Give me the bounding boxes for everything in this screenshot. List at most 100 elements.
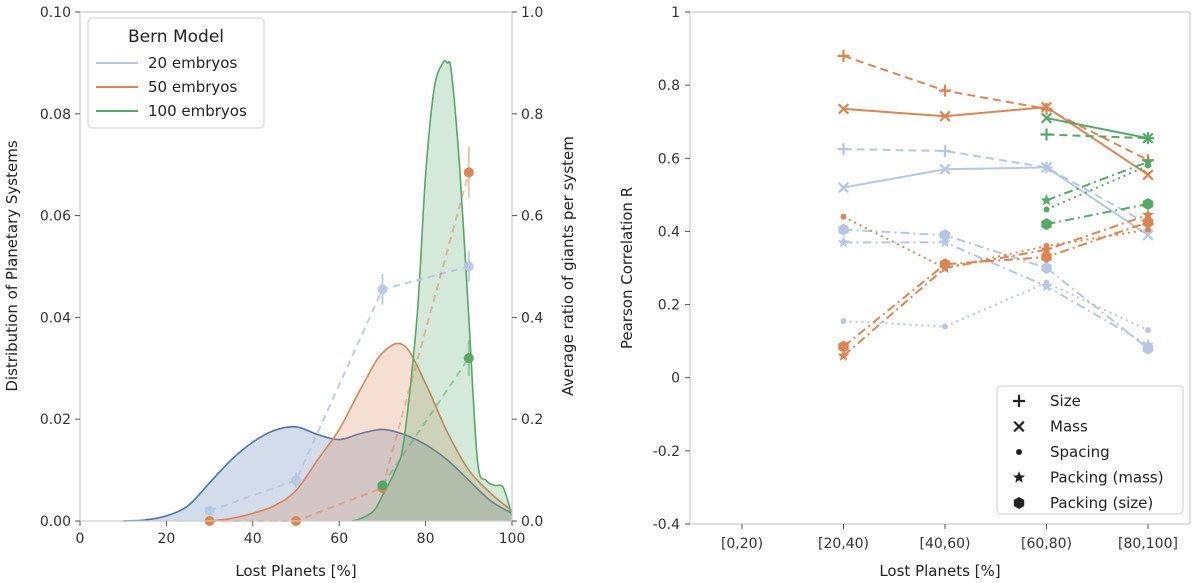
marker-hexagon bbox=[1013, 497, 1025, 509]
ratio-point bbox=[291, 475, 301, 486]
right-x-tick-label: [0,20) bbox=[721, 536, 763, 552]
left-y-ticks-right: 0.0 0.2 0.4 0.6 0.8 1.0 bbox=[512, 5, 543, 530]
ratio-point bbox=[204, 505, 215, 516]
marker-hexagon bbox=[1142, 216, 1154, 229]
legend-title: Bern Model bbox=[128, 27, 224, 47]
marker-plus bbox=[837, 143, 850, 156]
marker-x bbox=[1040, 101, 1053, 113]
marker-x bbox=[939, 110, 951, 122]
marker-hexagon bbox=[1142, 342, 1154, 355]
left-x-ticks: 0 20 40 60 80 100 bbox=[76, 521, 526, 547]
legend-label-spacing: Spacing bbox=[1050, 443, 1110, 461]
kde-line-20 bbox=[123, 425, 513, 522]
marker-x bbox=[1013, 420, 1025, 433]
kde-areas bbox=[123, 59, 513, 522]
right-legend-items: Size Mass Spacing Packing (mass) Packing (si… bbox=[1013, 392, 1164, 512]
series-line bbox=[1046, 161, 1149, 202]
left-y-tick-label: 0.02 bbox=[40, 412, 71, 428]
marker-x bbox=[939, 163, 951, 175]
ratio-lines bbox=[204, 146, 474, 526]
left-y-right-tick-label: 1.0 bbox=[521, 5, 543, 21]
marker-plus bbox=[939, 144, 951, 157]
left-x-tick-label: 100 bbox=[499, 531, 526, 547]
series-line bbox=[843, 281, 1149, 332]
marker-hexagon bbox=[1142, 198, 1154, 210]
marker-hexagon bbox=[1041, 262, 1052, 274]
right-x-tick-label: [40,60) bbox=[919, 536, 970, 552]
left-x-tick-label: 80 bbox=[417, 531, 435, 547]
left-y-ticks: 0.00 0.02 0.04 0.06 0.08 0.10 bbox=[40, 5, 80, 530]
right-y-tick-label: 0.6 bbox=[658, 151, 680, 167]
ratio-point bbox=[377, 284, 388, 295]
kde-area-100 bbox=[352, 60, 512, 522]
ratio-line-100 bbox=[381, 357, 470, 486]
marker-x bbox=[1040, 161, 1053, 174]
left-plot-frame bbox=[79, 11, 513, 522]
right-x-tick-label: [80,100] bbox=[1118, 536, 1178, 552]
right-chart: [0,20) [20,40) [40,60) [60,80) [80,100] -0.4… bbox=[618, 5, 1191, 580]
left-y-tick-label: 0.08 bbox=[40, 107, 71, 123]
correlation-series bbox=[837, 49, 1154, 361]
right-x-axis-label: Lost Planets [%] bbox=[879, 562, 1000, 580]
legend-label-20: 20 embryos bbox=[148, 54, 237, 72]
marker-plus bbox=[939, 84, 951, 97]
left-y-tick-label: 0.10 bbox=[40, 5, 71, 21]
right-y-tick-label: -0.2 bbox=[653, 444, 680, 460]
marker-x bbox=[1142, 169, 1154, 181]
left-y-axis-label: Distribution of Planetary Systems bbox=[3, 140, 21, 391]
marker-dot bbox=[1016, 449, 1022, 455]
marker-hexagon bbox=[1041, 218, 1052, 231]
marker-star bbox=[837, 349, 850, 361]
ratio-point bbox=[463, 353, 474, 364]
series-line bbox=[843, 228, 1149, 350]
right-y-tick-label: 0.2 bbox=[658, 298, 680, 314]
ratio-point bbox=[377, 480, 388, 491]
ratio-line-20 bbox=[209, 265, 470, 512]
series-line bbox=[843, 54, 1149, 162]
left-x-tick-label: 60 bbox=[330, 531, 348, 547]
marker-star bbox=[939, 236, 951, 248]
kde-area-20 bbox=[123, 426, 512, 521]
left-y-right-tick-label: 0.2 bbox=[521, 412, 543, 428]
right-y-tick-label: 1 bbox=[671, 5, 680, 21]
left-y-right-tick-label: 0.6 bbox=[521, 209, 543, 225]
series-line bbox=[1046, 203, 1149, 226]
marker-star bbox=[1142, 155, 1154, 167]
left-legend: Bern Model 20 embryos 50 embryos 100 emb… bbox=[87, 17, 265, 129]
left-chart: 0 20 40 60 80 100 0.00 0.02 0.04 0.06 0.08 0.10 0.… bbox=[3, 5, 577, 580]
marker-hexagon bbox=[939, 229, 951, 242]
marker-x bbox=[1040, 112, 1053, 124]
left-y-tick-label: 0.00 bbox=[40, 514, 71, 530]
right-plot-frame bbox=[689, 11, 1191, 525]
series-line bbox=[843, 166, 1149, 236]
kde-area-50 bbox=[209, 343, 512, 521]
series-line bbox=[1046, 164, 1149, 211]
right-y-axis-label-pearson: Pearson Correlation R bbox=[618, 187, 636, 349]
marker-x bbox=[837, 103, 850, 115]
series-line bbox=[842, 221, 1149, 348]
marker-star bbox=[1040, 194, 1053, 206]
legend-label-100: 100 embryos bbox=[148, 102, 247, 120]
right-y-axis-label: Average ratio of giants per system bbox=[559, 136, 577, 396]
left-y-tick-label: 0.06 bbox=[40, 209, 71, 225]
left-legend-box bbox=[87, 17, 265, 129]
series-line bbox=[1046, 117, 1149, 140]
marker-x bbox=[1142, 229, 1154, 241]
marker-dot bbox=[1145, 327, 1151, 334]
right-y-tick-label: 0.8 bbox=[658, 78, 680, 94]
legend-label-packing-size-: Packing (size) bbox=[1050, 494, 1153, 512]
series-line bbox=[843, 241, 1149, 346]
left-y-right-tick-label: 0.8 bbox=[521, 107, 543, 123]
right-y-tick-label: -0.4 bbox=[653, 517, 680, 533]
series-line bbox=[843, 106, 1149, 176]
series-line bbox=[843, 148, 1149, 225]
right-x-ticks: [0,20) [20,40) [40,60) [60,80) [80,100] bbox=[721, 524, 1178, 552]
marker-star bbox=[1142, 208, 1154, 221]
right-y-ticks: -0.4 -0.2 0 0.2 0.4 0.6 0.8 1 bbox=[653, 5, 690, 533]
ratio-point bbox=[463, 261, 474, 272]
left-x-tick-label: 40 bbox=[244, 531, 262, 547]
right-y-tick-label: 0.4 bbox=[658, 224, 680, 240]
left-x-axis-label: Lost Planets [%] bbox=[235, 562, 356, 580]
marker-hexagon bbox=[838, 223, 849, 236]
marker-star bbox=[1040, 243, 1053, 255]
